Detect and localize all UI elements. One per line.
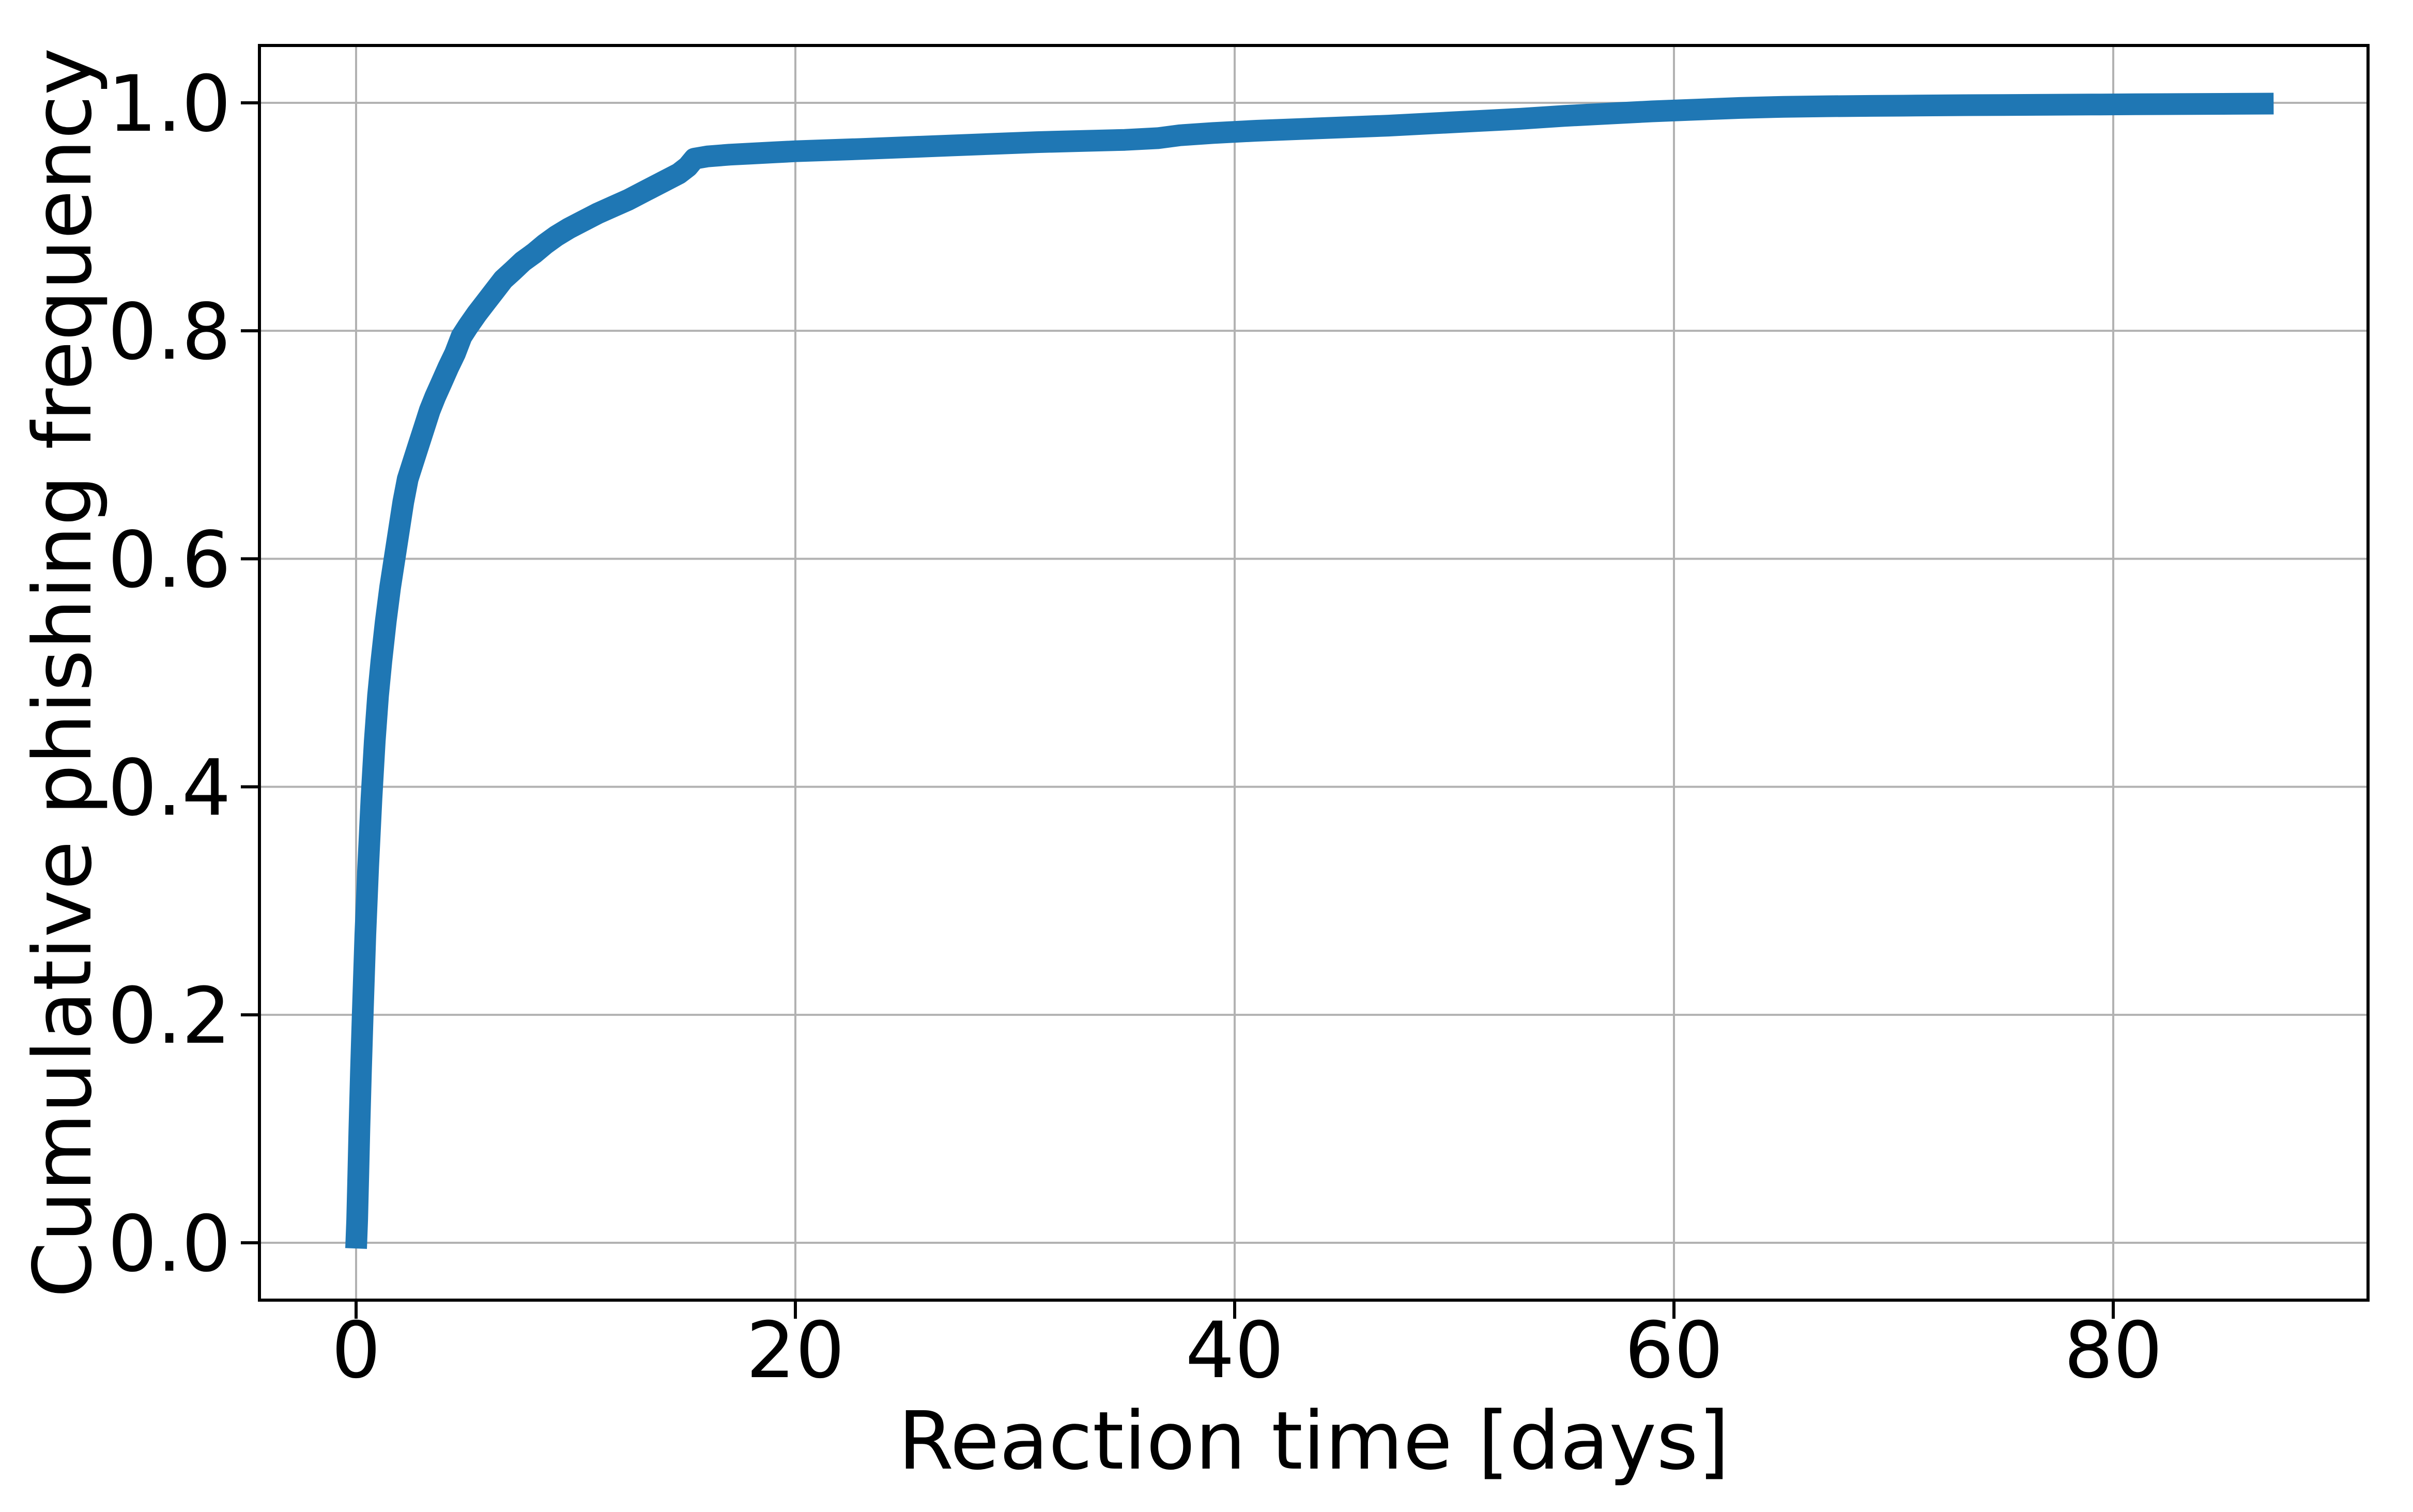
plot-border xyxy=(258,44,2370,1302)
y-tick-label: 0.8 xyxy=(107,287,231,377)
y-tick-label: 0.0 xyxy=(107,1199,231,1289)
x-tick-label: 0 xyxy=(331,1306,380,1396)
y-tick-label: 0.4 xyxy=(107,744,231,834)
tick-labels: 0 20 40 60 80 0.0 0.2 0.4 0.6 0.8 1.0 xyxy=(107,59,2162,1396)
x-tick-label: 60 xyxy=(1625,1306,1724,1396)
x-tick-label: 20 xyxy=(746,1306,845,1396)
x-tick-label: 80 xyxy=(2064,1306,2163,1396)
y-tick-label: 0.6 xyxy=(107,515,231,605)
tick-marks xyxy=(241,101,2115,1319)
x-tick-label: 40 xyxy=(1186,1306,1284,1396)
cdf-curve xyxy=(345,92,2274,1249)
y-axis-label: Cumulative phishing frequency xyxy=(16,48,110,1298)
gridlines xyxy=(259,45,2368,1300)
y-tick-label: 0.2 xyxy=(107,971,231,1061)
x-axis-label: Reaction time [days] xyxy=(898,1394,1730,1488)
y-tick-label: 1.0 xyxy=(107,59,231,149)
